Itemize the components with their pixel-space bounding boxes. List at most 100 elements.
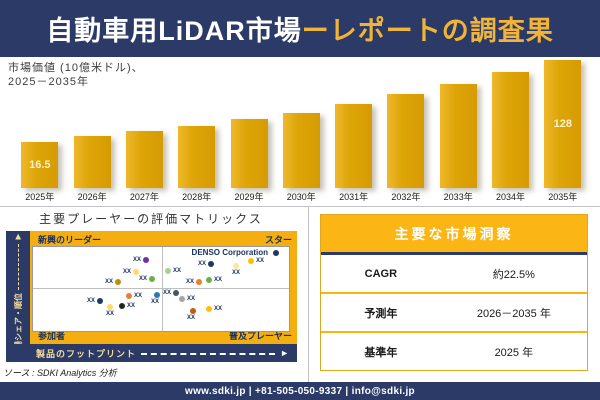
x-axis-dashes: [141, 352, 276, 355]
scatter-point-label: XX: [138, 276, 147, 282]
x-axis-tick: 2028年: [182, 192, 212, 202]
x-axis-text: 製品のフットプリント: [36, 348, 137, 359]
scatter-point: [196, 279, 202, 285]
player-evaluation-matrix: 市場シェア・順位 ▶ 新興のリーダー スター 参加者 普及プレーヤー XX XX X…: [6, 231, 297, 362]
quadrant-label-bottom-left: 参加者: [38, 331, 66, 341]
scatter-point: [233, 263, 239, 269]
scatter-point: [190, 308, 196, 314]
scatter-point-label: XX: [197, 261, 206, 267]
insights-row-label: 予測年: [364, 307, 398, 320]
quadrant-label-top-right: スター: [264, 235, 292, 245]
insights-header-underline: [321, 252, 587, 255]
scatter-point: [206, 306, 212, 312]
x-axis-arrow-icon: ►: [280, 348, 289, 358]
horizontal-divider: [0, 206, 600, 207]
footer-contact-text: www.sdki.jp | +81-505-050-9337 | info@sd…: [185, 385, 415, 397]
matrix-x-axis-bar: 製品のフットプリント ►: [6, 344, 297, 362]
market-insights-table: 主要な市場洞察 CAGR 約22.5% 予測年 2026－2035 年基準年 2025 …: [320, 214, 588, 371]
insights-row-label: 基準年: [364, 346, 398, 359]
scatter-point: [154, 292, 160, 298]
quadrant-divider-vertical: [162, 247, 163, 331]
scatter-point: [97, 298, 103, 304]
bar-2029年: [230, 119, 268, 188]
insights-row-value: 2026－2035 年: [476, 307, 551, 320]
x-axis-tick: 2025年: [25, 192, 55, 202]
y-axis-dashes: [17, 244, 19, 290]
chart-subtitle: 市場価値 (10億米ドル)、 2025－2035年: [8, 61, 144, 89]
scatter-point-label: XX: [214, 277, 223, 283]
scatter-point-label: XX: [185, 279, 194, 285]
scatter-point-label: XX: [187, 296, 196, 302]
x-axis-tick: 2031年: [339, 192, 369, 202]
title-main: 自動車用LiDAR市場: [46, 16, 302, 46]
highlight-company-label: DENSO Corporation: [191, 248, 268, 257]
matrix-frame: 新興のリーダー スター 参加者 普及プレーヤー XX XX XX XX XX XX XX XX…: [30, 231, 297, 344]
bar-2032年: [387, 94, 425, 188]
bar-2025年: 16.5: [21, 142, 59, 188]
bar-2035年: 128: [544, 60, 582, 188]
vertical-divider: [308, 206, 309, 382]
scatter-point: [165, 268, 171, 274]
matrix-title: 主要プレーヤーの評価マトリックス: [39, 212, 263, 226]
quadrant-label-top-left: 新興のリーダー: [38, 235, 102, 245]
insights-row: CAGR 約22.5%: [321, 255, 587, 292]
x-axis-tick: 2035年: [548, 192, 578, 202]
bar-2033年: [439, 84, 477, 188]
bar-2030年: [282, 113, 320, 188]
quadrant-label-bottom-right: 普及プレーヤー: [228, 331, 292, 341]
scatter-point: [143, 257, 149, 263]
scatter-point: [179, 296, 185, 302]
scatter-point: [119, 303, 125, 309]
scatter-point: [206, 277, 212, 283]
scatter-point-label: XX: [86, 298, 95, 304]
bar-2034年: [492, 72, 529, 188]
chart-subtitle-line2: 2025－2035年: [8, 76, 89, 88]
scatter-point: [248, 258, 254, 264]
insights-rows: CAGR 約22.5% 予測年 2026－2035 年基準年 2025 年: [321, 255, 587, 370]
x-axis-tick: 2026年: [77, 192, 107, 202]
insights-row-value: 2025 年: [494, 346, 534, 359]
scatter-point-label: XX: [122, 269, 131, 275]
bar-chart: 16.5 128: [0, 57, 600, 188]
x-axis-tick: 2033年: [443, 192, 473, 202]
scatter-point: [126, 293, 132, 299]
scatter-point: [173, 290, 179, 296]
scatter-point-label: XX: [132, 257, 141, 263]
bar-2028年: [178, 126, 216, 188]
insights-row: 基準年 2025 年: [321, 331, 587, 370]
scatter-point: [115, 279, 121, 285]
matrix-y-axis-bar: 市場シェア・順位 ▶: [6, 231, 30, 362]
scatter-point: [133, 269, 139, 275]
scatter-point: [208, 261, 214, 267]
matrix-plot-area: XX XX XX XX XX XX XX XX DENSO Corporation XX XX XX X…: [32, 246, 290, 332]
scatter-point: [107, 304, 113, 310]
scatter-point-label: XX: [150, 299, 159, 305]
scatter-point-label: XX: [186, 315, 195, 321]
footer-contact-bar: www.sdki.jp | +81-505-050-9337 | info@sd…: [0, 382, 600, 400]
scatter-point-label: XX: [232, 270, 241, 276]
scatter-point-label: XX: [214, 306, 223, 312]
chart-subtitle-line1: 市場価値 (10億米ドル)、: [8, 62, 144, 74]
scatter-point-label: XX: [256, 258, 265, 264]
scatter-point-label: XX: [106, 311, 115, 317]
y-axis-arrow-icon: ▶: [15, 234, 22, 240]
bar-value-label: 128: [553, 118, 572, 130]
insights-header: 主要な市場洞察: [321, 215, 587, 252]
scatter-point-label: XX: [134, 293, 143, 299]
quadrant-divider-horizontal: [33, 288, 289, 289]
bar-2027年: [125, 131, 163, 188]
x-axis-tick: 2027年: [129, 192, 159, 202]
title-accent: ーレポートの調査果: [301, 16, 554, 46]
title-banner: 自動車用LiDAR市場ーレポートの調査果: [0, 0, 600, 57]
matrix-y-axis-label: 市場シェア・順位 ▶: [6, 231, 30, 362]
x-axis-tick: 2034年: [495, 192, 526, 202]
x-axis-tick: 2030年: [286, 192, 316, 202]
page-title: 自動車用LiDAR市場ーレポートの調査果: [46, 9, 554, 48]
scatter-point-label: XX: [173, 268, 182, 274]
insights-row-label: CAGR: [364, 267, 398, 280]
bar-2031年: [335, 104, 373, 188]
bar-value-label: 16.5: [29, 159, 51, 171]
x-axis-tick: 2032年: [391, 192, 421, 202]
source-note: ソース : SDKI Analytics 分析: [3, 368, 117, 378]
